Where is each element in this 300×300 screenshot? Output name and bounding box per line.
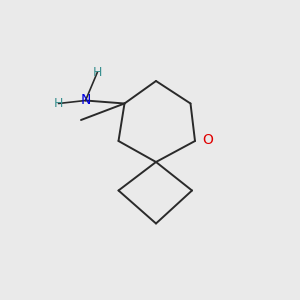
Text: H: H <box>54 97 63 110</box>
Text: H: H <box>93 65 102 79</box>
Text: O: O <box>202 133 213 146</box>
Text: N: N <box>80 94 91 107</box>
